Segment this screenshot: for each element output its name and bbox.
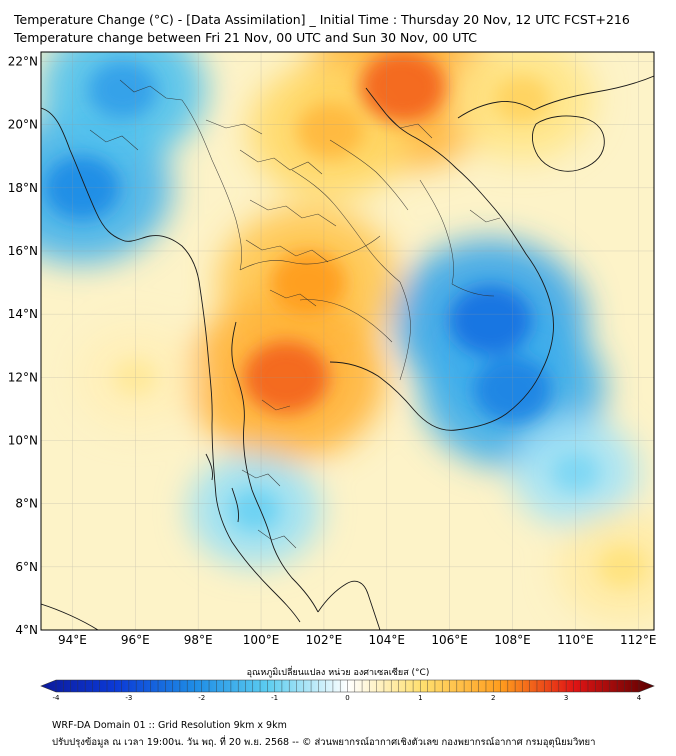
field-core-3 xyxy=(359,52,446,123)
coastline-gulf-of-thailand xyxy=(231,321,319,613)
lon-label: 110°E xyxy=(557,633,594,647)
lon-label: 102°E xyxy=(306,633,343,647)
colorbar-label: 1 xyxy=(418,694,422,702)
gridlines xyxy=(41,52,654,630)
colorbar-title: อุณหภูมิเปลี่ยนแปลง หน่วย องศาเซลเซียส (… xyxy=(246,668,430,678)
lat-label: 22°N xyxy=(8,54,38,68)
field-core-5 xyxy=(270,250,347,315)
lon-label: 112°E xyxy=(620,633,657,647)
colorbar-label: 4 xyxy=(637,694,642,702)
footer-credit: ปรับปรุงข้อมูล ณ เวลา 19:00น. วัน พฤ. ที… xyxy=(52,737,596,748)
lat-label: 8°N xyxy=(15,497,38,511)
coastline-hainan xyxy=(531,115,605,172)
colorbar-label: -2 xyxy=(198,694,205,702)
chart-title: Temperature Change (°C) - [Data Assimila… xyxy=(14,12,630,27)
lat-label: 20°N xyxy=(8,118,38,132)
lon-label: 104°E xyxy=(369,633,406,647)
lon-label: 106°E xyxy=(431,633,468,647)
field-core-4 xyxy=(297,102,364,159)
colorbar-label: -1 xyxy=(271,694,278,702)
chart-subtitle: Temperature change between Fri 21 Nov, 0… xyxy=(14,30,478,45)
field-core-7 xyxy=(448,285,533,356)
coastlines xyxy=(41,75,654,630)
plot-frame xyxy=(40,51,655,631)
colorbar-label: 0 xyxy=(345,694,349,702)
colorbar-label: 2 xyxy=(491,694,495,702)
coastline-gulf-of-tonkin xyxy=(457,101,535,119)
lat-label: 4°N xyxy=(15,623,38,637)
lon-label: 96°E xyxy=(121,633,150,647)
lon-label: 100°E xyxy=(243,633,280,647)
lat-label: 18°N xyxy=(8,181,38,195)
colorbar-label: -3 xyxy=(125,694,132,702)
longitude-labels: 94°E 96°E 98°E 100°E 102°E 104°E 106°E 108°E 110… xyxy=(58,633,657,647)
admin-borders xyxy=(89,79,501,549)
field-core-10 xyxy=(229,488,280,531)
lat-label: 12°N xyxy=(8,370,38,384)
coastline-cambodia-south-vietnam xyxy=(329,87,554,431)
lon-label: 108°E xyxy=(494,633,531,647)
coastline-malay-east xyxy=(317,580,381,630)
field-core-2 xyxy=(88,60,158,119)
lat-label: 16°N xyxy=(8,244,38,258)
lon-label: 94°E xyxy=(58,633,87,647)
coastline-myanmar-west xyxy=(41,107,301,623)
lat-label: 14°N xyxy=(8,307,38,321)
latitude-labels: 22°N 20°N 18°N 16°N 14°N 12°N 10°N 8°N 6°N 4°N xyxy=(8,54,38,637)
lat-label: 10°N xyxy=(8,433,38,447)
plot-area xyxy=(41,52,654,630)
colorbar-label: -4 xyxy=(53,694,61,702)
colorbar-label: 3 xyxy=(564,694,568,702)
coastline-china-south xyxy=(533,75,654,111)
footer-model-info: WRF-DA Domain 01 :: Grid Resolution 9km … xyxy=(52,720,287,731)
coastline-sumatra-tip xyxy=(41,603,99,630)
coastline-phuket-islands xyxy=(205,453,239,523)
colorbar: -4 -3 -2 -1 0 1 2 3 4 xyxy=(40,679,655,702)
lon-label: 98°E xyxy=(184,633,213,647)
field-core-9 xyxy=(493,75,551,124)
lat-label: 6°N xyxy=(15,560,38,574)
